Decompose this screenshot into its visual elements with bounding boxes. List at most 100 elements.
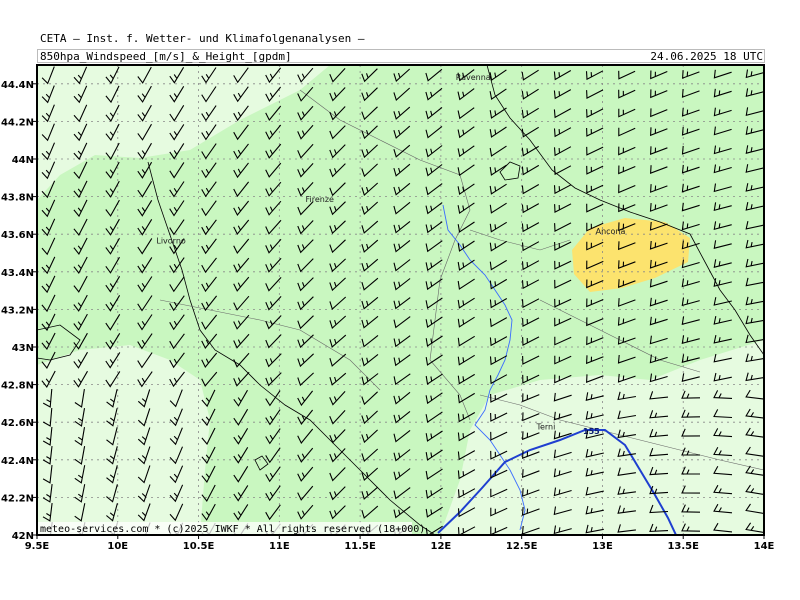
wind-barb [393,487,411,500]
wind-barb [297,353,314,368]
wind-barb [522,355,540,365]
wind-barb [425,145,443,158]
wind-barb [329,429,346,444]
wind-barb [681,485,701,494]
wind-barb [393,449,411,462]
wind-barb [169,295,185,312]
wind-barb [201,389,216,408]
wind-barb [361,334,379,348]
wind-barb [169,503,184,522]
wind-barb [713,145,732,155]
wind-barb [74,408,86,427]
wind-barb [361,144,378,159]
wind-barb [745,145,764,154]
lon-tick-label: 10.5E [183,541,215,552]
wind-barb [106,465,118,484]
wind-barb [265,390,281,407]
wind-barb [393,335,411,348]
wind-barb [137,371,153,388]
wind-barb [713,183,732,193]
wind-barb [169,352,185,369]
wind-barb [681,126,700,136]
wind-barb [361,239,379,253]
wind-barb [169,371,185,388]
wind-barb [105,199,120,217]
wind-barb [745,183,764,192]
wind-barb [393,354,411,367]
wind-barb [457,392,475,404]
wind-barb [137,161,153,179]
wind-barb [618,70,636,80]
wind-barb [361,373,379,386]
wind-barb [201,276,217,293]
wind-barb [457,316,475,328]
wind-barb [73,351,88,369]
wind-barb [233,485,249,502]
wind-barb [137,484,151,503]
wind-barb [201,295,218,312]
wind-barb [745,389,764,400]
wind-barb [586,241,604,251]
wind-barb [521,469,540,479]
wind-barb [137,446,151,465]
wind-barb [265,162,282,178]
wind-barb [490,412,508,422]
wind-barb [522,336,540,346]
wind-barb [329,334,347,348]
wind-barb [617,410,636,420]
wind-barb [457,373,475,385]
wind-barb [681,373,700,382]
map-frame [36,64,765,536]
wind-barb [553,184,572,195]
wind-barb [713,107,732,117]
wind-barb [41,123,55,142]
wind-barb [713,88,732,98]
wind-barb [265,143,282,159]
wind-barb [329,125,346,140]
wind-barb [617,373,636,383]
wind-barb [681,107,700,117]
wind-barb [169,67,185,84]
wind-barb [553,392,572,402]
wind-barb [265,466,281,483]
wind-barb [521,107,539,119]
product-title: 850hpa_Windspeed_[m/s]_&_Height_[gpdm] [40,50,292,63]
wind-barb [585,467,604,477]
wind-barb [745,353,764,363]
wind-barb [553,146,572,157]
wind-barb [425,335,443,347]
wind-barb [649,523,669,532]
wind-barb [361,505,379,519]
wind-barb [457,526,476,535]
wind-barb [618,260,636,270]
wind-barb [297,258,314,273]
wind-barb [457,278,475,290]
wind-barb [297,334,314,349]
wind-barb [329,315,347,329]
wind-barb [42,388,53,408]
wind-barb [553,70,572,81]
wind-barb [41,275,56,294]
lat-tick-label: 43.2N [1,305,34,316]
wind-barb [681,164,700,174]
wind-barb [329,144,346,159]
wind-barb [329,486,346,501]
wind-barb [169,257,185,274]
wind-barb [425,202,443,215]
city-ancona: Ancona [596,227,626,236]
wind-barb [74,389,85,408]
wind-barb [297,428,314,445]
wind-barb [713,522,733,533]
wind-barb [425,354,443,366]
wind-barb [201,371,218,387]
wind-barb [650,127,668,137]
wind-barb [41,351,56,370]
coastlines [37,65,764,535]
lat-tick-label: 42N [12,531,34,542]
wind-barb [105,276,121,293]
wind-barb [649,429,669,438]
lat-tick-label: 44N [12,155,34,166]
wind-barb [457,183,475,196]
wind-barb [137,219,153,236]
wind-barb [586,222,604,232]
